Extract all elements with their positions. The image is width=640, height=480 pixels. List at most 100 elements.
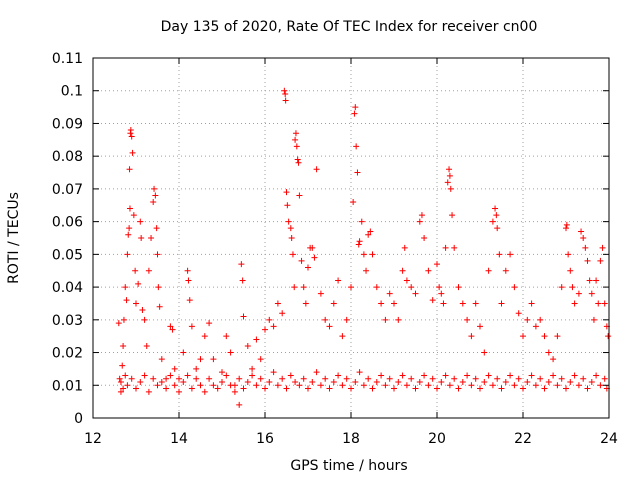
- data-point: [116, 375, 123, 382]
- data-point: [279, 310, 286, 317]
- data-point: [335, 277, 342, 284]
- data-point: [588, 379, 595, 385]
- data-point: [292, 136, 299, 143]
- data-point: [262, 385, 268, 392]
- data-point: [117, 379, 124, 385]
- y-tick-label: 0.03: [52, 313, 83, 329]
- data-point: [595, 300, 602, 307]
- data-point: [117, 388, 124, 395]
- data-point: [317, 382, 324, 389]
- data-point: [240, 313, 247, 320]
- data-point: [219, 379, 225, 385]
- data-point: [176, 388, 182, 395]
- data-point: [569, 284, 576, 291]
- data-point: [128, 133, 135, 140]
- data-point: [446, 382, 453, 389]
- data-point: [119, 362, 126, 369]
- data-point: [401, 244, 408, 251]
- data-point: [184, 267, 191, 274]
- data-point: [163, 385, 170, 392]
- data-point: [436, 284, 443, 291]
- data-point: [451, 375, 458, 382]
- data-point: [150, 199, 157, 205]
- data-point: [210, 356, 217, 363]
- data-point: [408, 284, 415, 291]
- data-point: [125, 231, 132, 238]
- data-point: [167, 323, 174, 330]
- data-point: [171, 365, 178, 372]
- data-point: [365, 375, 372, 382]
- data-point: [395, 316, 402, 323]
- data-point: [223, 333, 230, 340]
- x-tick-label: 24: [600, 431, 618, 447]
- data-point: [582, 244, 589, 251]
- data-point: [309, 379, 316, 385]
- data-point: [492, 205, 499, 212]
- data-point: [399, 372, 406, 379]
- data-point: [360, 382, 367, 389]
- data-point: [440, 300, 447, 307]
- data-point: [447, 185, 454, 192]
- data-point: [326, 385, 333, 392]
- data-point: [537, 316, 544, 323]
- data-point: [296, 382, 303, 389]
- data-point: [528, 372, 535, 379]
- data-point: [584, 257, 591, 264]
- x-tick-label: 18: [342, 431, 360, 447]
- data-point: [295, 159, 302, 166]
- data-point: [378, 372, 385, 379]
- data-point: [489, 218, 496, 225]
- data-point: [236, 375, 243, 382]
- data-point: [494, 225, 501, 232]
- data-point: [145, 267, 152, 274]
- data-point: [520, 333, 526, 340]
- data-point: [421, 235, 428, 241]
- data-point: [137, 218, 144, 225]
- data-point: [416, 379, 423, 385]
- data-point: [455, 385, 462, 392]
- data-point: [282, 97, 289, 104]
- y-tick-label: 0.1: [61, 84, 83, 100]
- data-point: [352, 379, 359, 385]
- data-point: [348, 385, 354, 392]
- data-point: [139, 307, 146, 313]
- data-point: [197, 356, 204, 363]
- data-point: [201, 388, 208, 395]
- data-point: [249, 372, 256, 379]
- data-point: [588, 290, 595, 297]
- data-point: [590, 316, 597, 323]
- chart-title: Day 135 of 2020, Rate Of TEC Index for r…: [161, 19, 538, 35]
- data-point: [343, 375, 350, 382]
- data-point: [477, 385, 483, 392]
- x-tick-label: 12: [84, 431, 102, 447]
- y-tick-label: 0.08: [52, 149, 83, 165]
- data-point: [477, 323, 483, 330]
- y-tick-labels: 0 0.01 0.02 0.03 0.04 0.05 0.06 0.07 0.08 0.09 0.1…: [52, 51, 83, 427]
- data-point: [391, 300, 397, 307]
- data-points: [115, 87, 612, 408]
- data-point: [335, 372, 342, 379]
- data-point: [302, 300, 309, 307]
- data-point: [309, 244, 316, 251]
- data-point: [253, 382, 260, 389]
- data-point: [249, 365, 256, 372]
- data-point: [382, 316, 389, 323]
- data-point: [537, 375, 544, 382]
- grid: [93, 58, 609, 418]
- data-point: [350, 199, 357, 205]
- data-point: [148, 235, 155, 241]
- data-point: [145, 388, 152, 395]
- data-point: [363, 267, 370, 274]
- data-point: [239, 277, 246, 284]
- data-point: [244, 379, 251, 385]
- data-point: [532, 323, 539, 330]
- data-point: [502, 267, 509, 274]
- data-point: [197, 382, 204, 389]
- data-point: [227, 349, 234, 356]
- data-point: [563, 221, 570, 228]
- data-point: [524, 316, 531, 323]
- data-point: [386, 290, 393, 297]
- data-point: [176, 375, 182, 382]
- data-point: [429, 375, 436, 382]
